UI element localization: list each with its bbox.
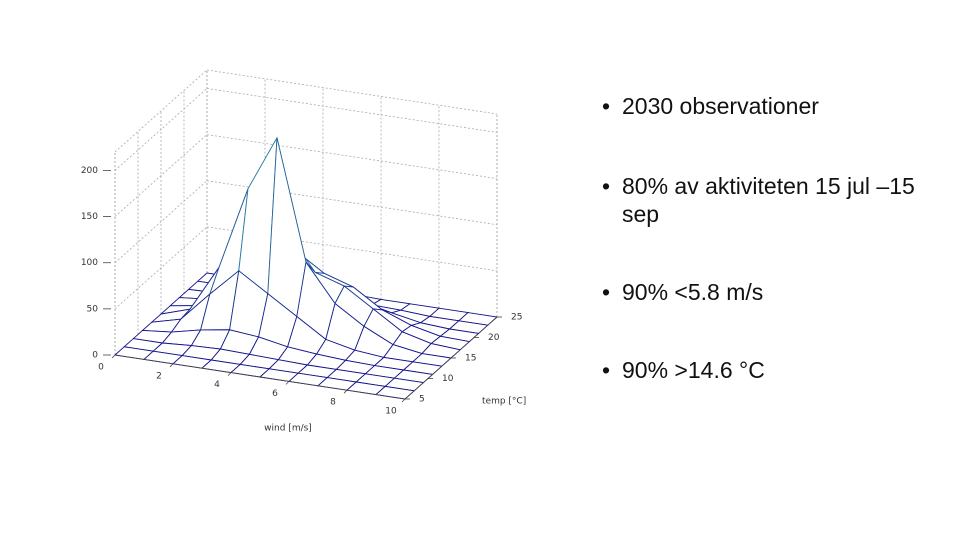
grid-line xyxy=(114,180,208,264)
y-tick-label: 20 xyxy=(488,333,500,343)
y-tick-label: 15 xyxy=(465,354,476,364)
box-edge xyxy=(114,69,208,153)
x-axis-label: wind [m/s] xyxy=(264,424,312,434)
grid-line xyxy=(114,226,208,310)
x-tick xyxy=(111,354,116,359)
y-tick-label: 25 xyxy=(511,313,522,323)
bullet: 2030 observationer xyxy=(600,92,920,120)
bullet: 90% <5.8 m/s xyxy=(600,278,920,306)
x-tick-label: 2 xyxy=(156,371,162,381)
z-tick-label: 0 xyxy=(92,351,98,361)
x-tick xyxy=(343,389,348,394)
x-tick-label: 4 xyxy=(214,380,220,390)
bullet: 80% av aktiviteten 15 jul –15 sep xyxy=(600,172,920,228)
x-tick-label: 10 xyxy=(385,407,397,417)
grid-line xyxy=(206,88,498,133)
x-tick-label: 8 xyxy=(330,398,336,408)
x-tick-label: 0 xyxy=(98,363,104,373)
chart: wind [m/s] temp [°C] 0 2 4 6 8 10 5 10 15 20 25 0 50… xyxy=(81,69,526,434)
y-axis-label: temp [°C] xyxy=(482,397,526,407)
bullet-list: 2030 observationer 80% av aktiviteten 15… xyxy=(600,92,920,384)
y-tick-label: 10 xyxy=(442,374,454,384)
grid-line xyxy=(114,134,208,217)
axis-line xyxy=(114,354,406,400)
grid-line xyxy=(206,134,498,179)
x-tick xyxy=(227,372,232,376)
z-tick-label: 100 xyxy=(81,258,98,268)
box-edge xyxy=(206,69,498,115)
x-tick xyxy=(169,363,174,368)
z-tick-label: 200 xyxy=(81,166,98,176)
z-tick-label: 50 xyxy=(87,304,99,314)
x-tick xyxy=(285,381,290,385)
y-tick-label: 5 xyxy=(419,395,425,405)
x-tick-label: 6 xyxy=(272,389,278,399)
bullet: 90% >14.6 °C xyxy=(600,356,920,384)
grid-line xyxy=(114,88,208,171)
z-tick-label: 150 xyxy=(81,212,98,222)
x-tick xyxy=(401,398,406,403)
